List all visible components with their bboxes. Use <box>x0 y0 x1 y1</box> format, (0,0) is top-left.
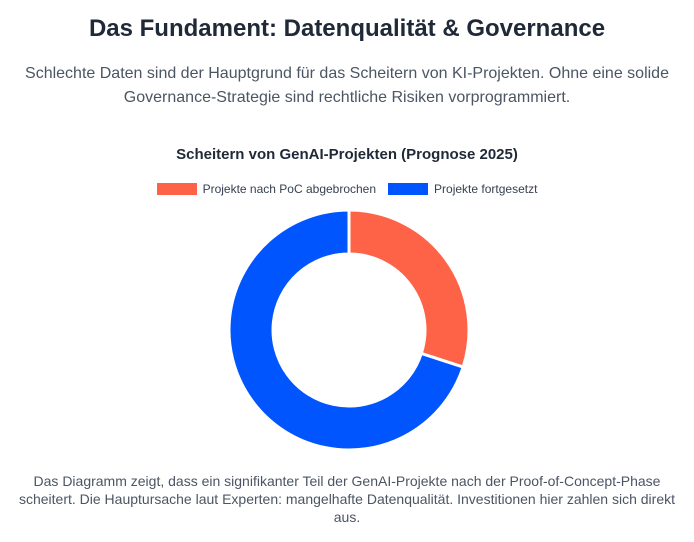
page-title: Das Fundament: Datenqualität & Governanc… <box>88 15 606 42</box>
legend-label-abgebrochen: Projekte nach PoC abgebrochen <box>202 182 377 196</box>
slice-fortgesetzt[interactable] <box>227 208 466 452</box>
legend-swatch-fortgesetzt <box>388 183 429 195</box>
legend-item-abgebrochen[interactable]: Projekte nach PoC abgebrochen <box>156 182 377 196</box>
legend-item-fortgesetzt[interactable]: Projekte fortgesetzt <box>388 182 537 196</box>
chart-legend: Projekte nach PoC abgebrochen Projekte f… <box>0 182 694 196</box>
intro-text: Schlechte Daten sind der Hauptgrund für … <box>25 65 669 106</box>
legend-swatch-abgebrochen <box>156 183 197 195</box>
slice-abgebrochen[interactable] <box>347 208 471 369</box>
chart-title: Scheitern von GenAI-Projekten (Prognose … <box>176 146 518 163</box>
donut-svg <box>227 208 471 452</box>
legend-label-fortgesetzt: Projekte fortgesetzt <box>434 182 538 196</box>
chart-caption: Das Diagramm zeigt, dass ein signifikant… <box>18 473 676 525</box>
donut-chart: Scheitern von GenAI-Projekten (Prognose … <box>0 140 694 455</box>
